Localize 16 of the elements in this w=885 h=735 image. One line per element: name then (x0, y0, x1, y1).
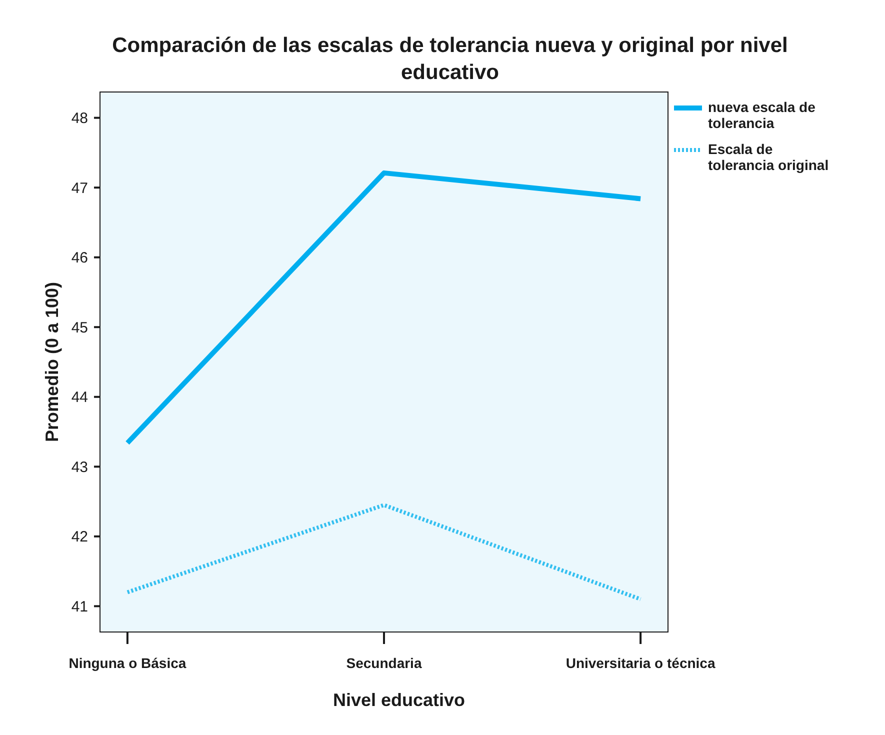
x-tick-label: Secundaria (346, 655, 422, 671)
y-axis-title: Promedio (0 a 100) (42, 282, 62, 442)
y-tick-label: 47 (71, 180, 88, 197)
y-tick-label: 46 (71, 250, 88, 267)
legend-label: Escala de tolerancia original (708, 141, 829, 173)
y-tick-label: 42 (71, 528, 88, 546)
y-tick-label: 48 (71, 110, 88, 128)
x-tick-label: Universitaria o técnica (566, 655, 716, 671)
y-tick-label: 41 (71, 598, 88, 616)
legend-label: nueva escala de tolerancia (708, 99, 816, 131)
x-tick-label: Ninguna o Básica (68, 655, 186, 671)
chart-title: Comparación de las escalas de tolerancia nueva y original por nivel educativo (112, 34, 788, 84)
y-tick-label: 44 (71, 389, 88, 406)
y-tick-label: 45 (71, 319, 88, 336)
y-tick-label: 43 (71, 458, 88, 476)
x-axis-title: Nivel educativo (332, 690, 466, 710)
